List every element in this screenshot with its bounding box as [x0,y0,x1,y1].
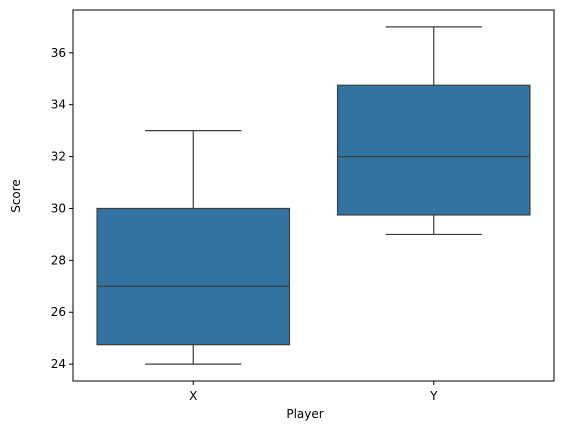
y-axis-label: Score [9,179,23,213]
x-tick-label: X [189,389,197,403]
x-tick-label: Y [429,389,438,403]
y-tick-label: 28 [51,253,66,267]
box-x [96,207,291,346]
y-tick-label: 24 [51,357,66,371]
y-tick-label: 32 [51,150,66,164]
y-tick-label: 26 [51,305,66,319]
plot-frame [72,9,555,382]
y-axis-ticks: 24 26 28 30 32 34 36 [51,46,73,371]
box-y [336,84,531,216]
y-tick-label: 36 [51,46,66,60]
box-series [96,26,531,365]
x-axis-label: Player [286,407,323,421]
y-tick-label: 34 [51,98,66,112]
y-tick-label: 30 [51,201,66,215]
